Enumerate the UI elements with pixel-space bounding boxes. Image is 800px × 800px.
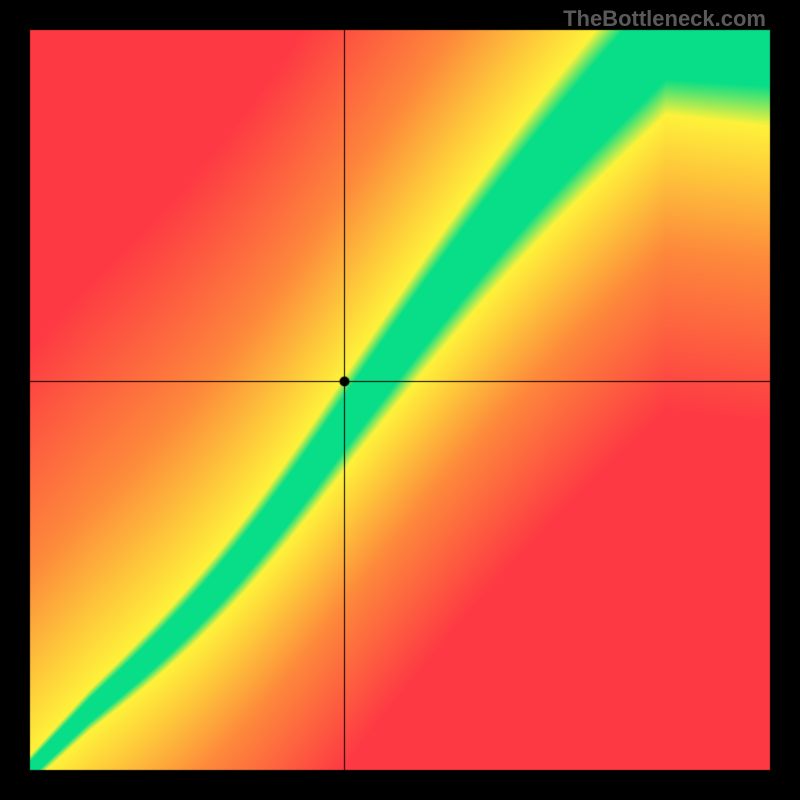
watermark-text: TheBottleneck.com xyxy=(563,6,766,32)
bottleneck-heatmap xyxy=(0,0,800,800)
